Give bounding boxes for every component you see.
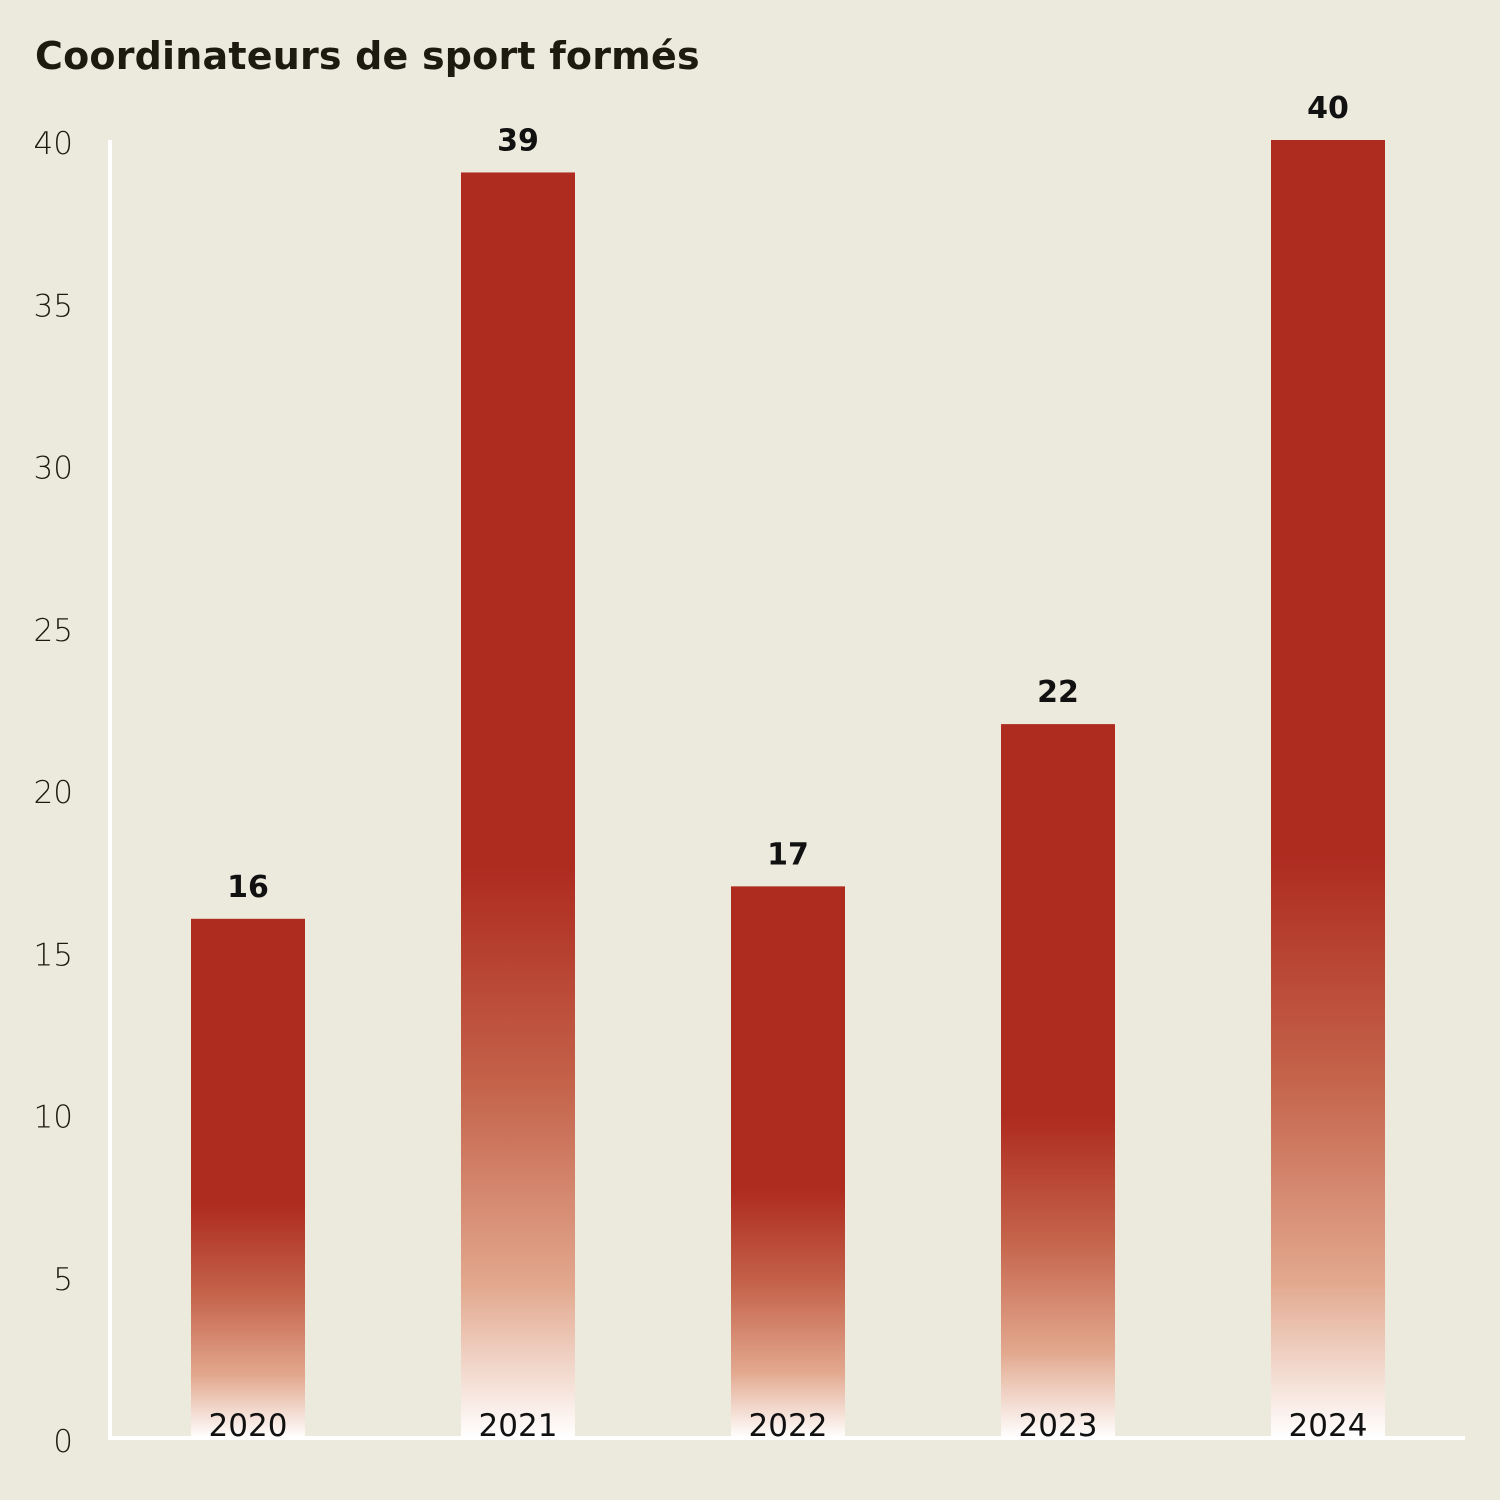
y-tick-label-30: 30 [34,451,73,487]
y-tick-label-5: 5 [53,1262,73,1298]
x-tick-label-2023: 2023 [1019,1408,1098,1444]
bar-2021 [461,172,575,1439]
x-tick-label-2021: 2021 [479,1408,558,1444]
bar-2020 [191,918,305,1438]
bar-2022 [731,886,845,1438]
y-tick-label-15: 15 [34,937,73,973]
data-label-2022: 17 [767,837,809,872]
data-label-2020: 16 [227,870,269,905]
x-tick-label-2024: 2024 [1289,1408,1368,1444]
x-tick-label-2020: 2020 [209,1408,288,1444]
data-label-2021: 39 [497,123,539,158]
y-tick-label-40: 40 [34,126,73,162]
y-tick-label-35: 35 [34,288,73,324]
bar-2024 [1271,140,1385,1438]
y-tick-label-0: 0 [53,1424,73,1460]
chart-title: Coordinateurs de sport formés [35,34,700,78]
x-tick-label-2022: 2022 [749,1408,828,1444]
y-tick-label-10: 10 [34,1100,73,1136]
bar-2023 [1001,724,1115,1438]
data-label-2024: 40 [1307,91,1349,126]
data-label-2023: 22 [1037,675,1079,710]
y-tick-label-25: 25 [34,613,73,649]
y-tick-label-20: 20 [34,775,73,811]
